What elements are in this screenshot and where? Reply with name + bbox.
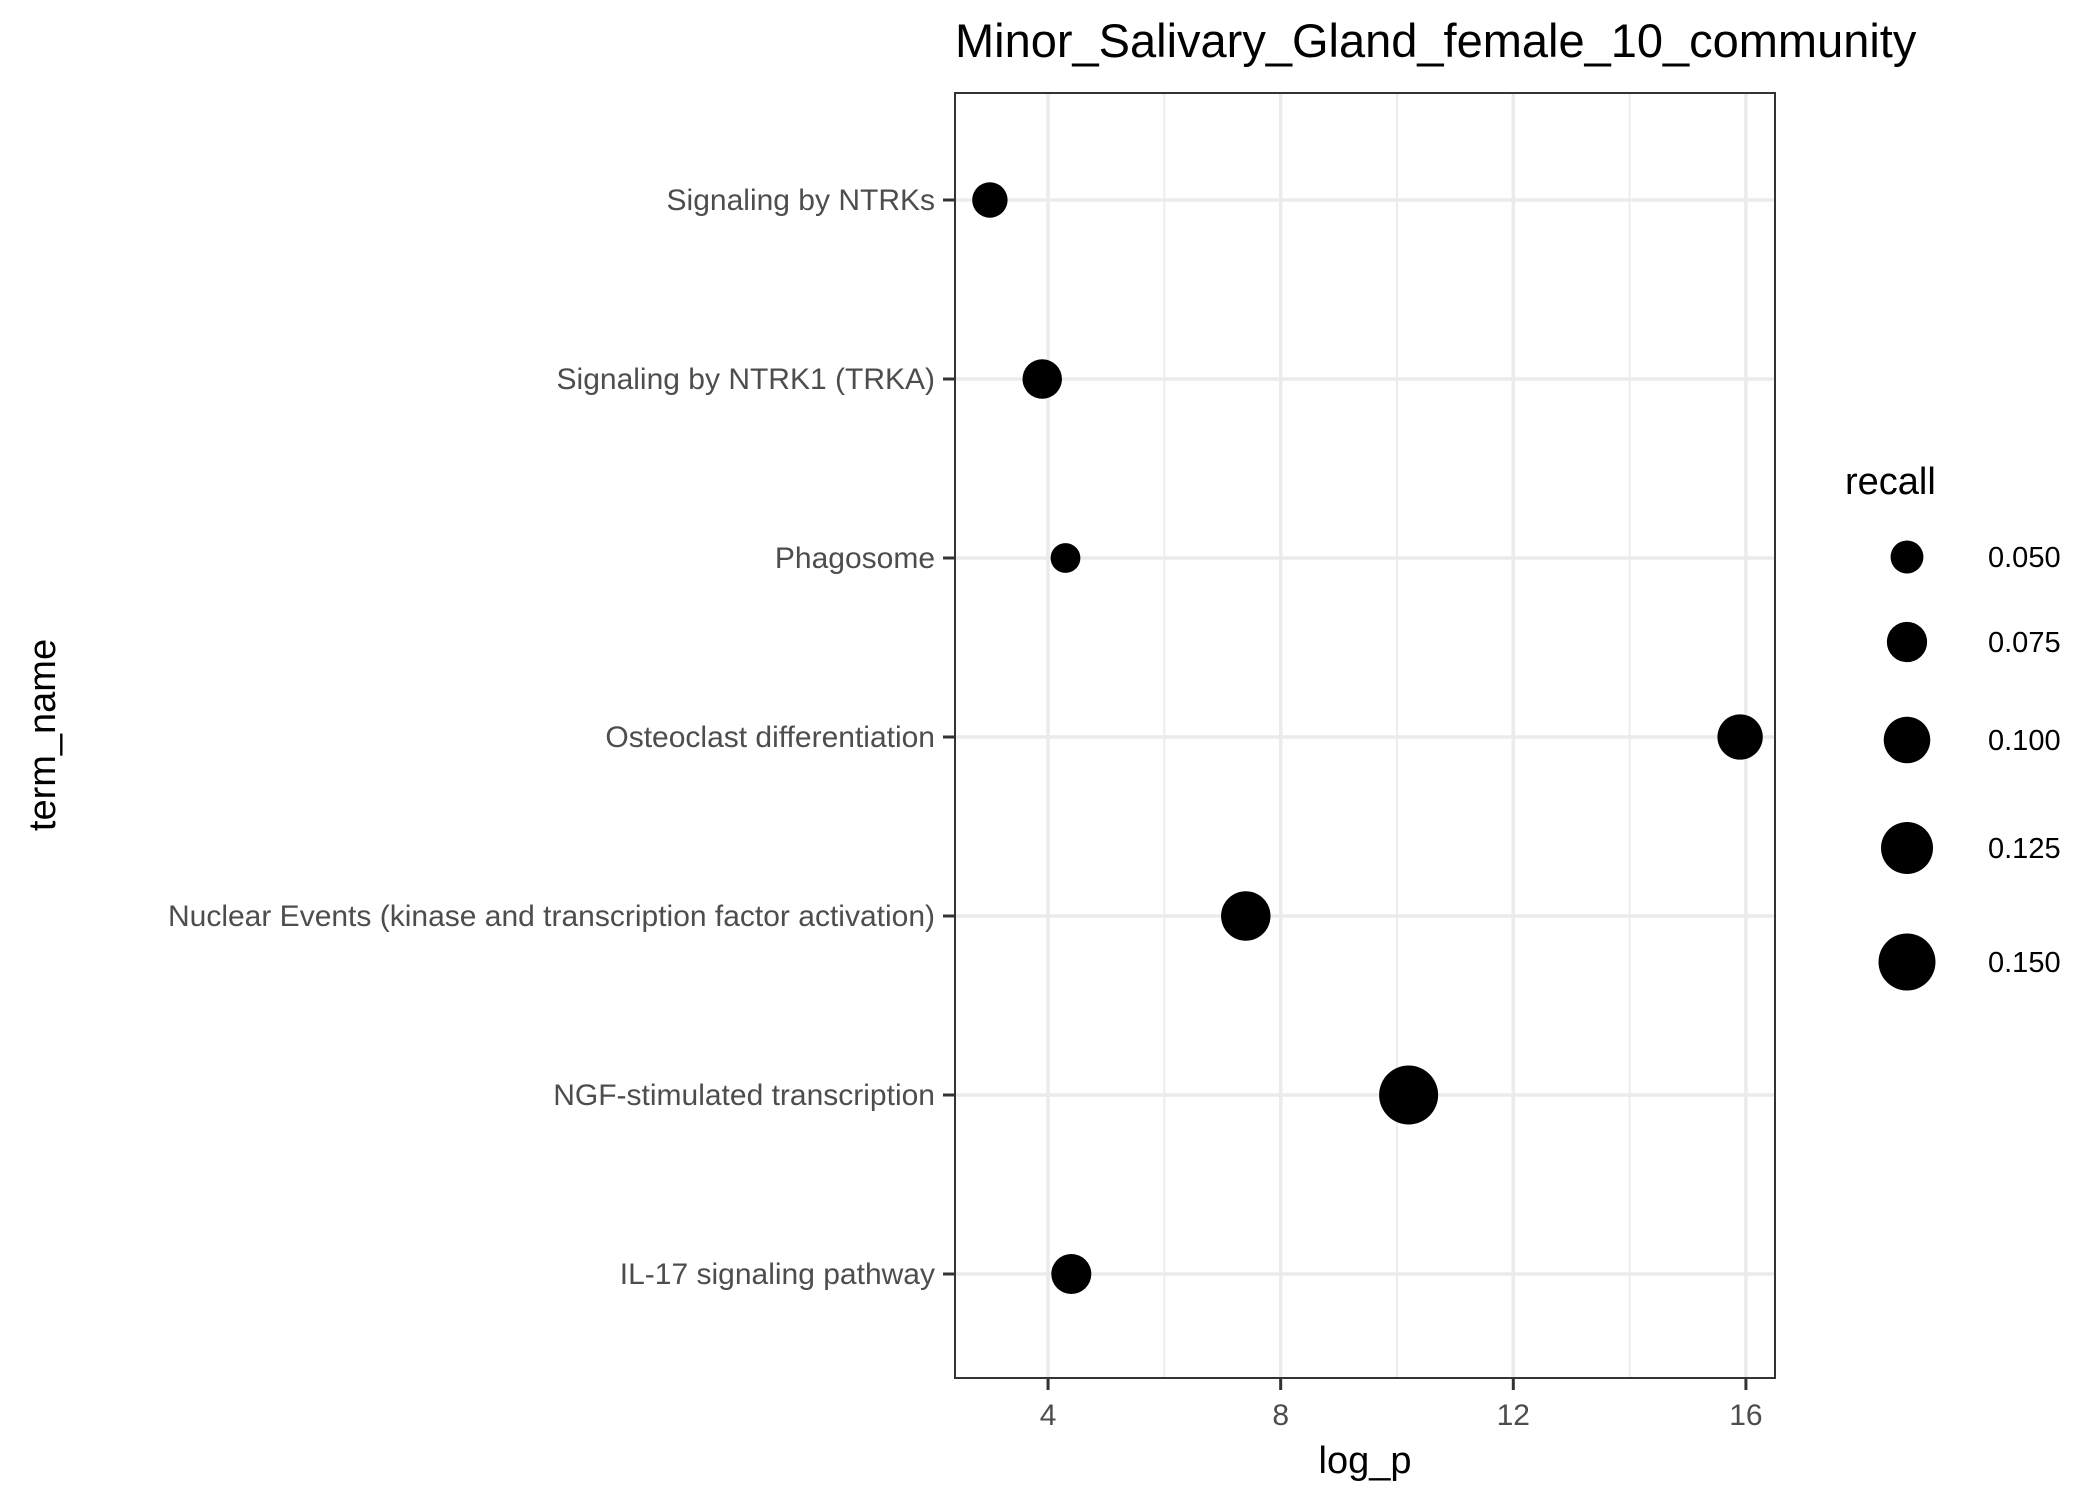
- data-point: [1717, 714, 1763, 760]
- x-axis-title: log_p: [1319, 1440, 1412, 1482]
- x-tick-label: 16: [1729, 1399, 1762, 1432]
- data-point: [972, 182, 1008, 218]
- legend-key: [1890, 540, 1924, 574]
- data-point: [1221, 891, 1271, 941]
- y-tick-label: Signaling by NTRKs: [667, 184, 935, 217]
- data-point: [1050, 543, 1081, 573]
- data-point: [1051, 1253, 1092, 1295]
- legend-items: 0.050 0.075 0.100 0.125 0.150: [1878, 540, 2061, 991]
- size-legend: recall 0.050 0.075 0.100 0.125 0.150: [1845, 461, 2061, 991]
- legend-label: 0.150: [1988, 947, 2061, 979]
- y-tick-label: Phagosome: [775, 542, 935, 575]
- x-tick-label: 4: [1040, 1399, 1057, 1432]
- y-axis: Signaling by NTRKs Signaling by NTRK1 (TR…: [168, 184, 955, 1291]
- y-tick-label: NGF-stimulated transcription: [553, 1079, 935, 1112]
- x-tick-label: 8: [1272, 1399, 1289, 1432]
- legend-key: [1878, 933, 1936, 991]
- plot-panel: [954, 92, 1776, 1379]
- legend-key: [1886, 621, 1928, 663]
- data-points: [972, 182, 1763, 1295]
- legend-label: 0.050: [1988, 542, 2061, 574]
- y-axis-title: term_name: [22, 639, 64, 831]
- legend-label: 0.100: [1988, 725, 2061, 757]
- legend-label: 0.075: [1988, 627, 2061, 659]
- y-tick-label: Signaling by NTRK1 (TRKA): [557, 363, 935, 396]
- data-point: [1379, 1065, 1439, 1125]
- legend-title: recall: [1845, 461, 1936, 503]
- legend-label: 0.125: [1988, 833, 2061, 865]
- x-tick-label: 12: [1497, 1399, 1530, 1432]
- x-axis: 4 8 12 16: [1040, 1378, 1763, 1432]
- y-tick-label: IL-17 signaling pathway: [620, 1258, 935, 1291]
- legend-key: [1883, 716, 1931, 764]
- data-point: [1022, 359, 1062, 399]
- legend-key: [1880, 821, 1934, 875]
- y-tick-label: Nuclear Events (kinase and transcription…: [168, 900, 935, 933]
- y-tick-label: Osteoclast differentiation: [605, 721, 935, 754]
- chart-title: Minor_Salivary_Gland_female_10_community: [955, 14, 1917, 67]
